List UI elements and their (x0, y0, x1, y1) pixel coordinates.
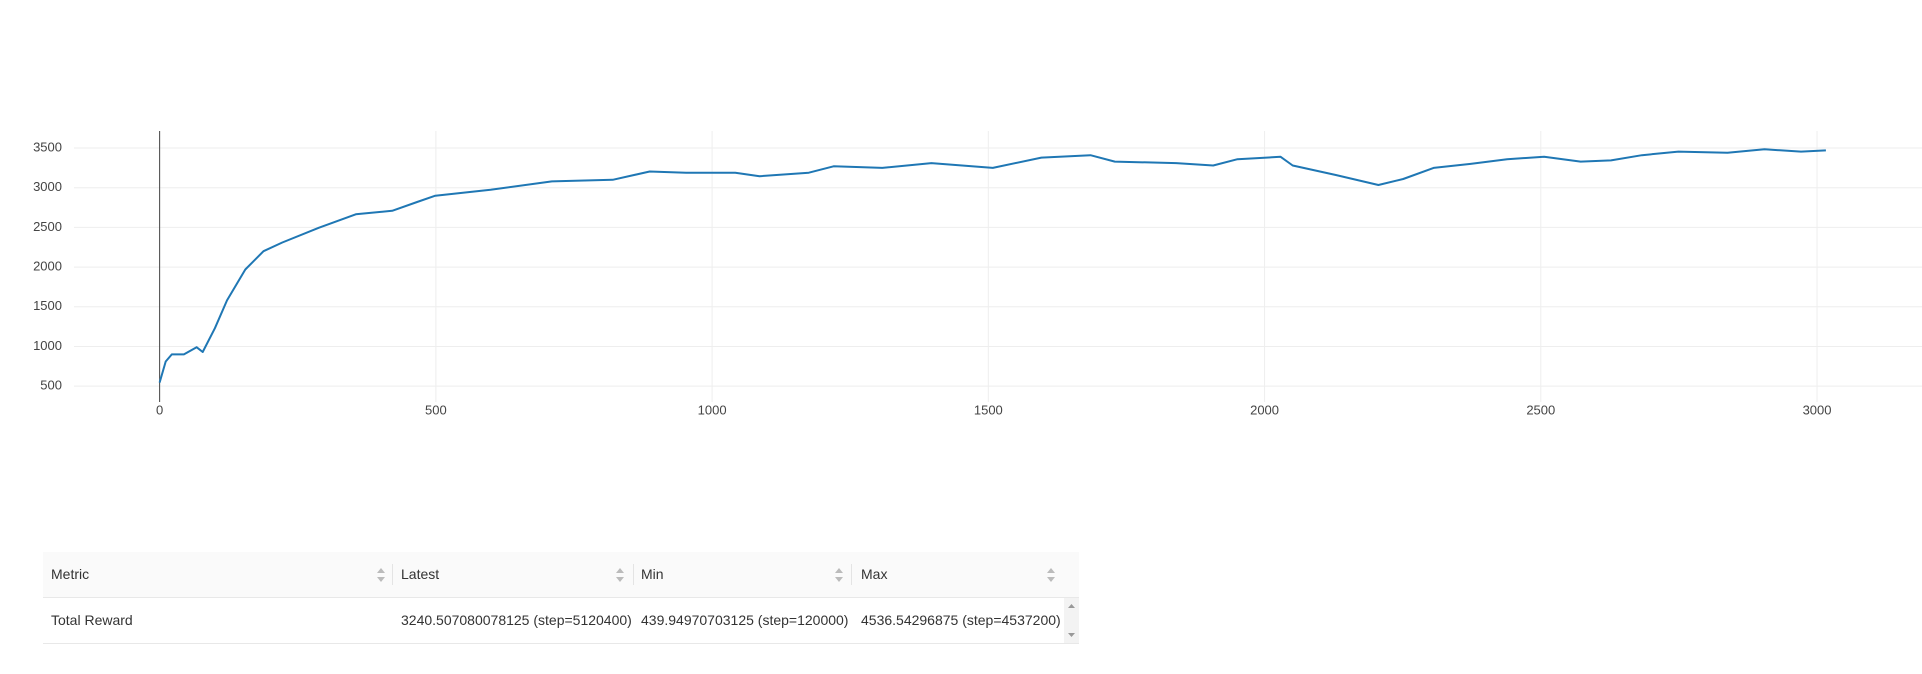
x-tick-label: 1500 (974, 402, 1003, 417)
chart: 500 1000 1500 2000 2500 3000 3500 0 500 1000 1500 2… (33, 131, 1922, 417)
x-tick-label: 1000 (698, 402, 727, 417)
column-header[interactable]: Min (641, 566, 664, 582)
x-tick-label: 3000 (1803, 402, 1832, 417)
column-header[interactable]: Latest (401, 566, 440, 582)
column-header[interactable]: Metric (51, 566, 90, 582)
column-divider (392, 564, 393, 585)
table-row: Total Reward 3240.507080078125 (step=512… (43, 598, 1079, 644)
table-cell: 439.94970703125 (step=120000) (641, 612, 849, 628)
column-header[interactable]: Max (861, 566, 888, 582)
sort-icon[interactable] (615, 567, 625, 583)
scrollbar[interactable] (1064, 598, 1079, 643)
x-tick-label: 2000 (1250, 402, 1279, 417)
y-tick-label: 2000 (33, 259, 62, 274)
table-cell: 4536.54296875 (step=4537200) (861, 612, 1061, 628)
y-tick-label: 500 (40, 378, 62, 393)
data-line (158, 148, 1826, 383)
y-tick-label: 2500 (33, 219, 62, 234)
y-tick-label: 3000 (33, 179, 62, 194)
column-divider (633, 564, 634, 585)
table-header: Metric Latest Min Max (43, 552, 1079, 598)
sort-icon[interactable] (1046, 567, 1056, 583)
sort-icon[interactable] (834, 567, 844, 583)
x-tick-label: 2500 (1526, 402, 1555, 417)
y-tick-label: 3500 (33, 139, 62, 154)
y-tick-label: 1000 (33, 338, 62, 353)
column-divider (851, 564, 852, 585)
table-cell: Total Reward (51, 612, 133, 628)
table-cell: 3240.507080078125 (step=5120400) (401, 612, 632, 628)
x-tick-label: 500 (425, 402, 447, 417)
y-tick-label: 1500 (33, 298, 62, 313)
sort-icon[interactable] (376, 567, 386, 583)
metrics-table: Metric Latest Min Max Total Reward 3240.… (43, 552, 1079, 644)
scroll-arrows[interactable] (1064, 598, 1079, 643)
x-tick-label: 0 (156, 402, 163, 417)
